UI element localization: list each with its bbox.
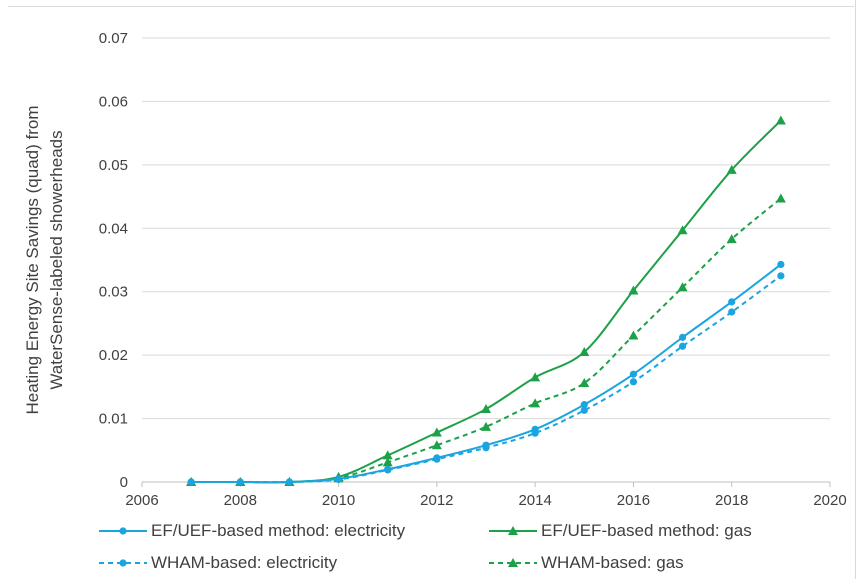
x-tick-label: 2012	[420, 492, 453, 509]
data-point	[726, 164, 737, 174]
data-point	[580, 401, 588, 409]
data-point	[236, 478, 244, 486]
data-point	[384, 466, 392, 474]
data-point	[285, 478, 294, 486]
data-point	[777, 272, 785, 280]
y-tick-label: 0.03	[99, 284, 128, 301]
data-point	[481, 421, 491, 431]
y-axis-title-line: Heating Energy Site Savings (quad) from	[23, 106, 42, 415]
data-point	[677, 225, 688, 235]
legend-item: WHAM-based: electricity	[97, 552, 337, 574]
x-tick-label: 2008	[224, 492, 257, 509]
data-point	[431, 440, 442, 450]
x-tick-label: 2018	[715, 492, 748, 509]
legend-item: EF/UEF-based method: gas	[487, 520, 752, 542]
gridlines	[142, 37, 830, 420]
y-tick-label: 0.05	[99, 157, 128, 174]
data-point	[334, 475, 343, 484]
data-point	[531, 429, 539, 437]
data-point	[382, 450, 393, 460]
data-point	[530, 398, 541, 408]
data-point	[629, 378, 638, 386]
data-point	[382, 457, 393, 467]
y-tick-label: 0.04	[99, 220, 128, 237]
x-tick-label: 2020	[813, 492, 846, 509]
legend-swatch	[489, 558, 537, 567]
data-point	[678, 342, 687, 350]
series-3	[187, 272, 785, 486]
data-point	[187, 478, 195, 486]
data-point	[726, 234, 737, 244]
data-point	[482, 444, 490, 452]
x-tick-label: 2016	[617, 492, 650, 509]
data-point	[530, 372, 541, 382]
data-point	[628, 330, 639, 340]
data-point	[119, 559, 127, 567]
data-point	[508, 558, 518, 567]
legend-label: WHAM-based: gas	[541, 553, 684, 572]
legend-item: WHAM-based: gas	[487, 552, 684, 574]
series-group	[186, 115, 786, 486]
frame-top-border	[8, 6, 854, 7]
x-tick-labels: 2006 2008 2010 2012 2014 2016 2018 2020	[125, 492, 846, 509]
x-tick-label: 2010	[322, 492, 355, 509]
data-point	[119, 527, 127, 535]
x-tick-label: 2006	[125, 492, 158, 509]
data-point	[677, 282, 688, 292]
legend-swatch	[99, 559, 147, 567]
y-tick-label: 0.07	[99, 30, 128, 47]
legend-label: EF/UEF-based method: electricity	[151, 521, 406, 540]
data-point	[777, 260, 785, 269]
legend-label: EF/UEF-based method: gas	[541, 521, 752, 540]
legend-swatch	[489, 526, 537, 535]
data-point	[678, 333, 687, 341]
data-point	[481, 404, 491, 414]
data-point	[775, 115, 786, 125]
y-tick-label: 0.01	[99, 411, 128, 428]
y-axis-title: Heating Energy Site Savings (quad) from W…	[23, 106, 66, 415]
y-tick-label: 0.02	[99, 347, 128, 364]
data-point	[580, 406, 588, 414]
data-point	[775, 193, 786, 203]
data-point	[579, 346, 590, 356]
data-point	[728, 308, 736, 316]
y-axis-title-line: WaterSense-labeled showerheads	[47, 130, 66, 389]
data-point	[629, 370, 638, 378]
data-point	[431, 427, 442, 437]
legend-label: WHAM-based: electricity	[151, 553, 338, 572]
data-point	[628, 285, 639, 295]
x-tick-label: 2014	[518, 492, 551, 509]
series-line	[191, 197, 782, 484]
y-tick-label: 0	[120, 474, 128, 491]
data-point	[728, 298, 736, 306]
legend-item: EF/UEF-based method: electricity	[97, 520, 405, 542]
data-point	[433, 455, 441, 463]
y-tick-labels: 0 0.01 0.02 0.03 0.04 0.05 0.06 0.07	[99, 30, 128, 491]
y-tick-label: 0.06	[99, 93, 128, 110]
legend-swatch	[99, 527, 147, 535]
data-point	[579, 378, 590, 388]
data-point	[508, 526, 518, 535]
